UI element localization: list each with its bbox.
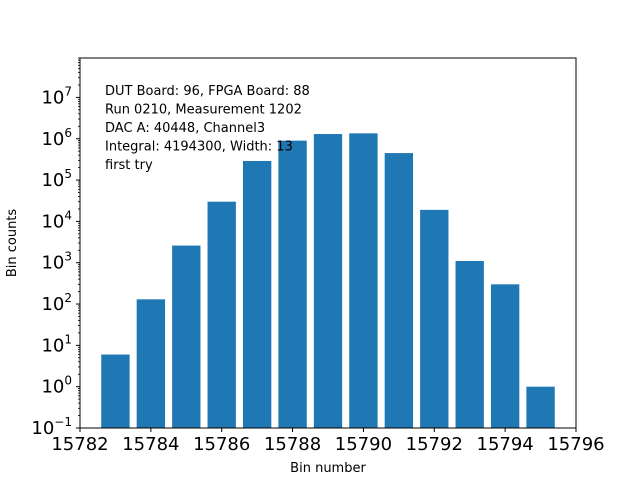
bar-15785 [172, 245, 201, 428]
x-tick-label: 15792 [406, 434, 463, 455]
annotation-line: first try [105, 158, 153, 173]
x-axis-label: Bin number [290, 461, 366, 476]
y-tick-label: 103 [41, 250, 72, 274]
y-axis-ticks: 10−1 100 101 102 103 104 105 106 107 [31, 57, 80, 439]
y-tick-label: 101 [41, 332, 72, 356]
x-tick-label: 15784 [122, 434, 179, 455]
x-tick-label: 15786 [193, 434, 250, 455]
y-tick-label: 104 [41, 208, 72, 232]
bar-15784 [136, 299, 166, 428]
bar-15789 [313, 134, 343, 428]
y-tick-label: 10−1 [31, 415, 72, 439]
y-tick-label: 105 [41, 167, 72, 191]
bar-15793 [455, 261, 484, 428]
x-tick-label: 15796 [547, 434, 604, 455]
bar-15783 [101, 354, 130, 428]
bars-group [101, 133, 555, 429]
annotation-line: DUT Board: 96, FPGA Board: 88 [105, 84, 310, 99]
x-tick-label: 15782 [51, 434, 108, 455]
bar-15792 [420, 209, 449, 428]
annotation-line: Integral: 4194300, Width: 13 [105, 140, 293, 155]
y-tick-label: 106 [41, 126, 72, 150]
y-axis-label: Bin counts [5, 209, 20, 278]
plot-frame [79, 57, 577, 429]
bar-15788 [278, 140, 307, 428]
bar-15794 [490, 284, 520, 428]
x-tick-label: 15788 [264, 434, 321, 455]
x-axis-ticks: 15782 15784 15786 15788 15790 15792 15794 15796 [51, 428, 605, 455]
x-tick-label: 15794 [477, 434, 534, 455]
bar-15786 [207, 201, 236, 428]
x-tick-label: 15790 [335, 434, 392, 455]
annotation-block: DUT Board: 96, FPGA Board: 88 Run 0210, M… [105, 84, 310, 173]
bar-15791 [384, 153, 414, 429]
annotation-line: DAC A: 40448, Channel3 [105, 121, 265, 136]
y-tick-label: 107 [41, 84, 72, 108]
bar-15795 [526, 386, 555, 428]
annotation-line: Run 0210, Measurement 1202 [105, 103, 302, 118]
bar-15790 [349, 133, 378, 428]
y-tick-label: 100 [41, 374, 72, 398]
y-tick-label: 102 [41, 291, 72, 315]
bar-15787 [242, 160, 272, 428]
